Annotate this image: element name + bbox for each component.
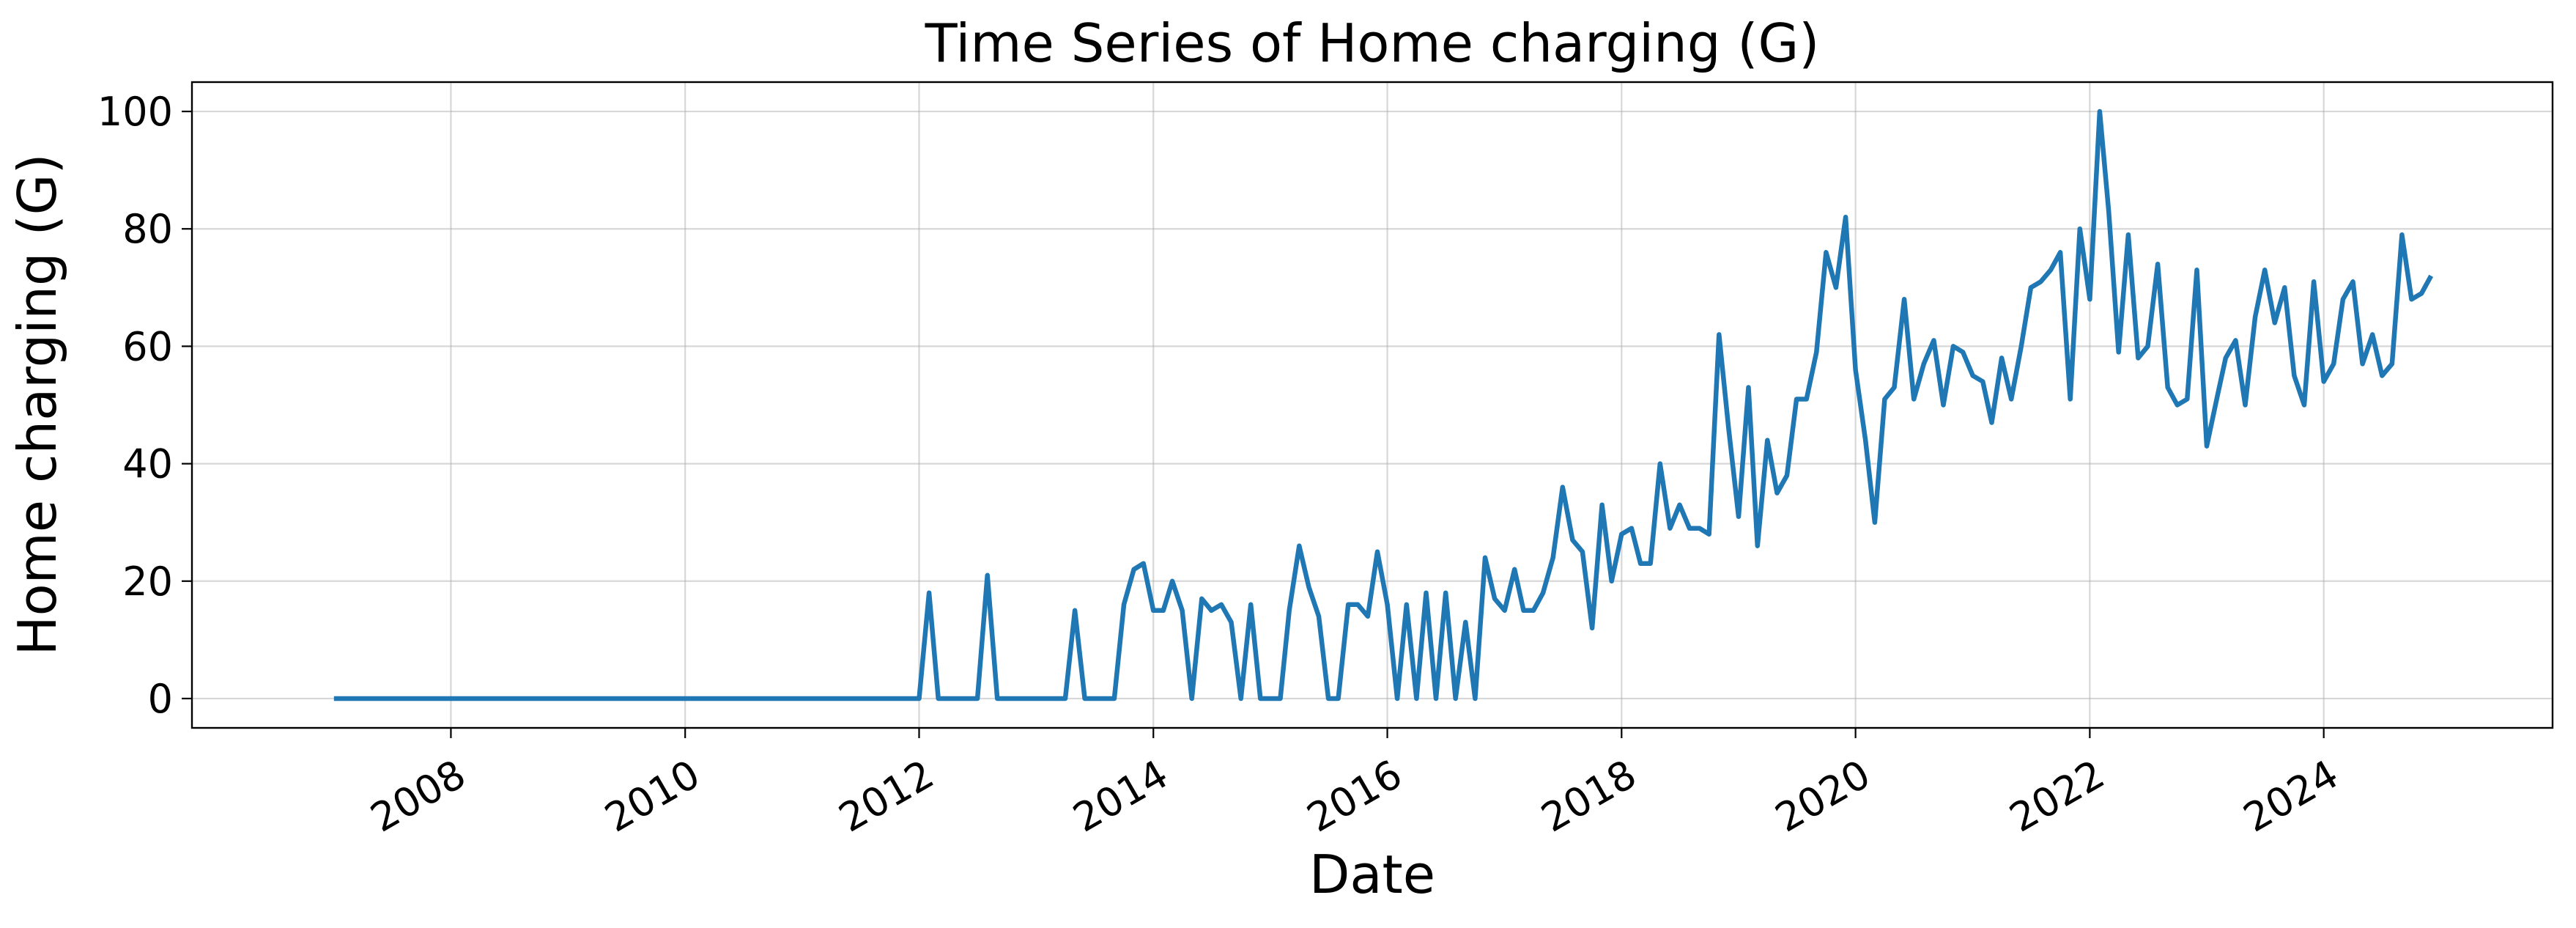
x-tick-label: 2014 [1065, 751, 1176, 841]
y-tick-label: 20 [122, 559, 173, 605]
x-tick-label: 2020 [1768, 751, 1879, 841]
grid [192, 82, 2553, 728]
plot-frame [190, 81, 2554, 729]
x-tick-label: 2018 [1533, 751, 1644, 841]
x-tick-label: 2010 [597, 751, 708, 841]
x-tick-label: 2012 [831, 751, 941, 841]
y-tick-label: 60 [122, 323, 173, 369]
x-axis-ticks: 2008 2010 2012 2014 2016 2018 2020 2022 2024 [363, 728, 2346, 842]
y-tick-label: 100 [97, 89, 173, 135]
y-tick-label: 80 [122, 206, 173, 252]
series-line [333, 108, 2434, 701]
y-tick-label: 40 [122, 441, 173, 487]
y-axis-ticks: 0 20 40 60 80 100 [97, 89, 192, 722]
y-tick-label: 0 [148, 676, 173, 722]
x-tick-label: 2008 [363, 751, 473, 841]
x-axis-label: Date [1309, 844, 1435, 905]
x-tick-label: 2022 [2002, 751, 2112, 841]
chart-title: Time Series of Home charging (G) [925, 12, 1820, 74]
x-tick-label: 2024 [2236, 751, 2347, 841]
x-tick-label: 2016 [1300, 751, 1410, 841]
series-layer [333, 108, 2434, 701]
y-axis-label: Home charging (G) [7, 153, 68, 655]
